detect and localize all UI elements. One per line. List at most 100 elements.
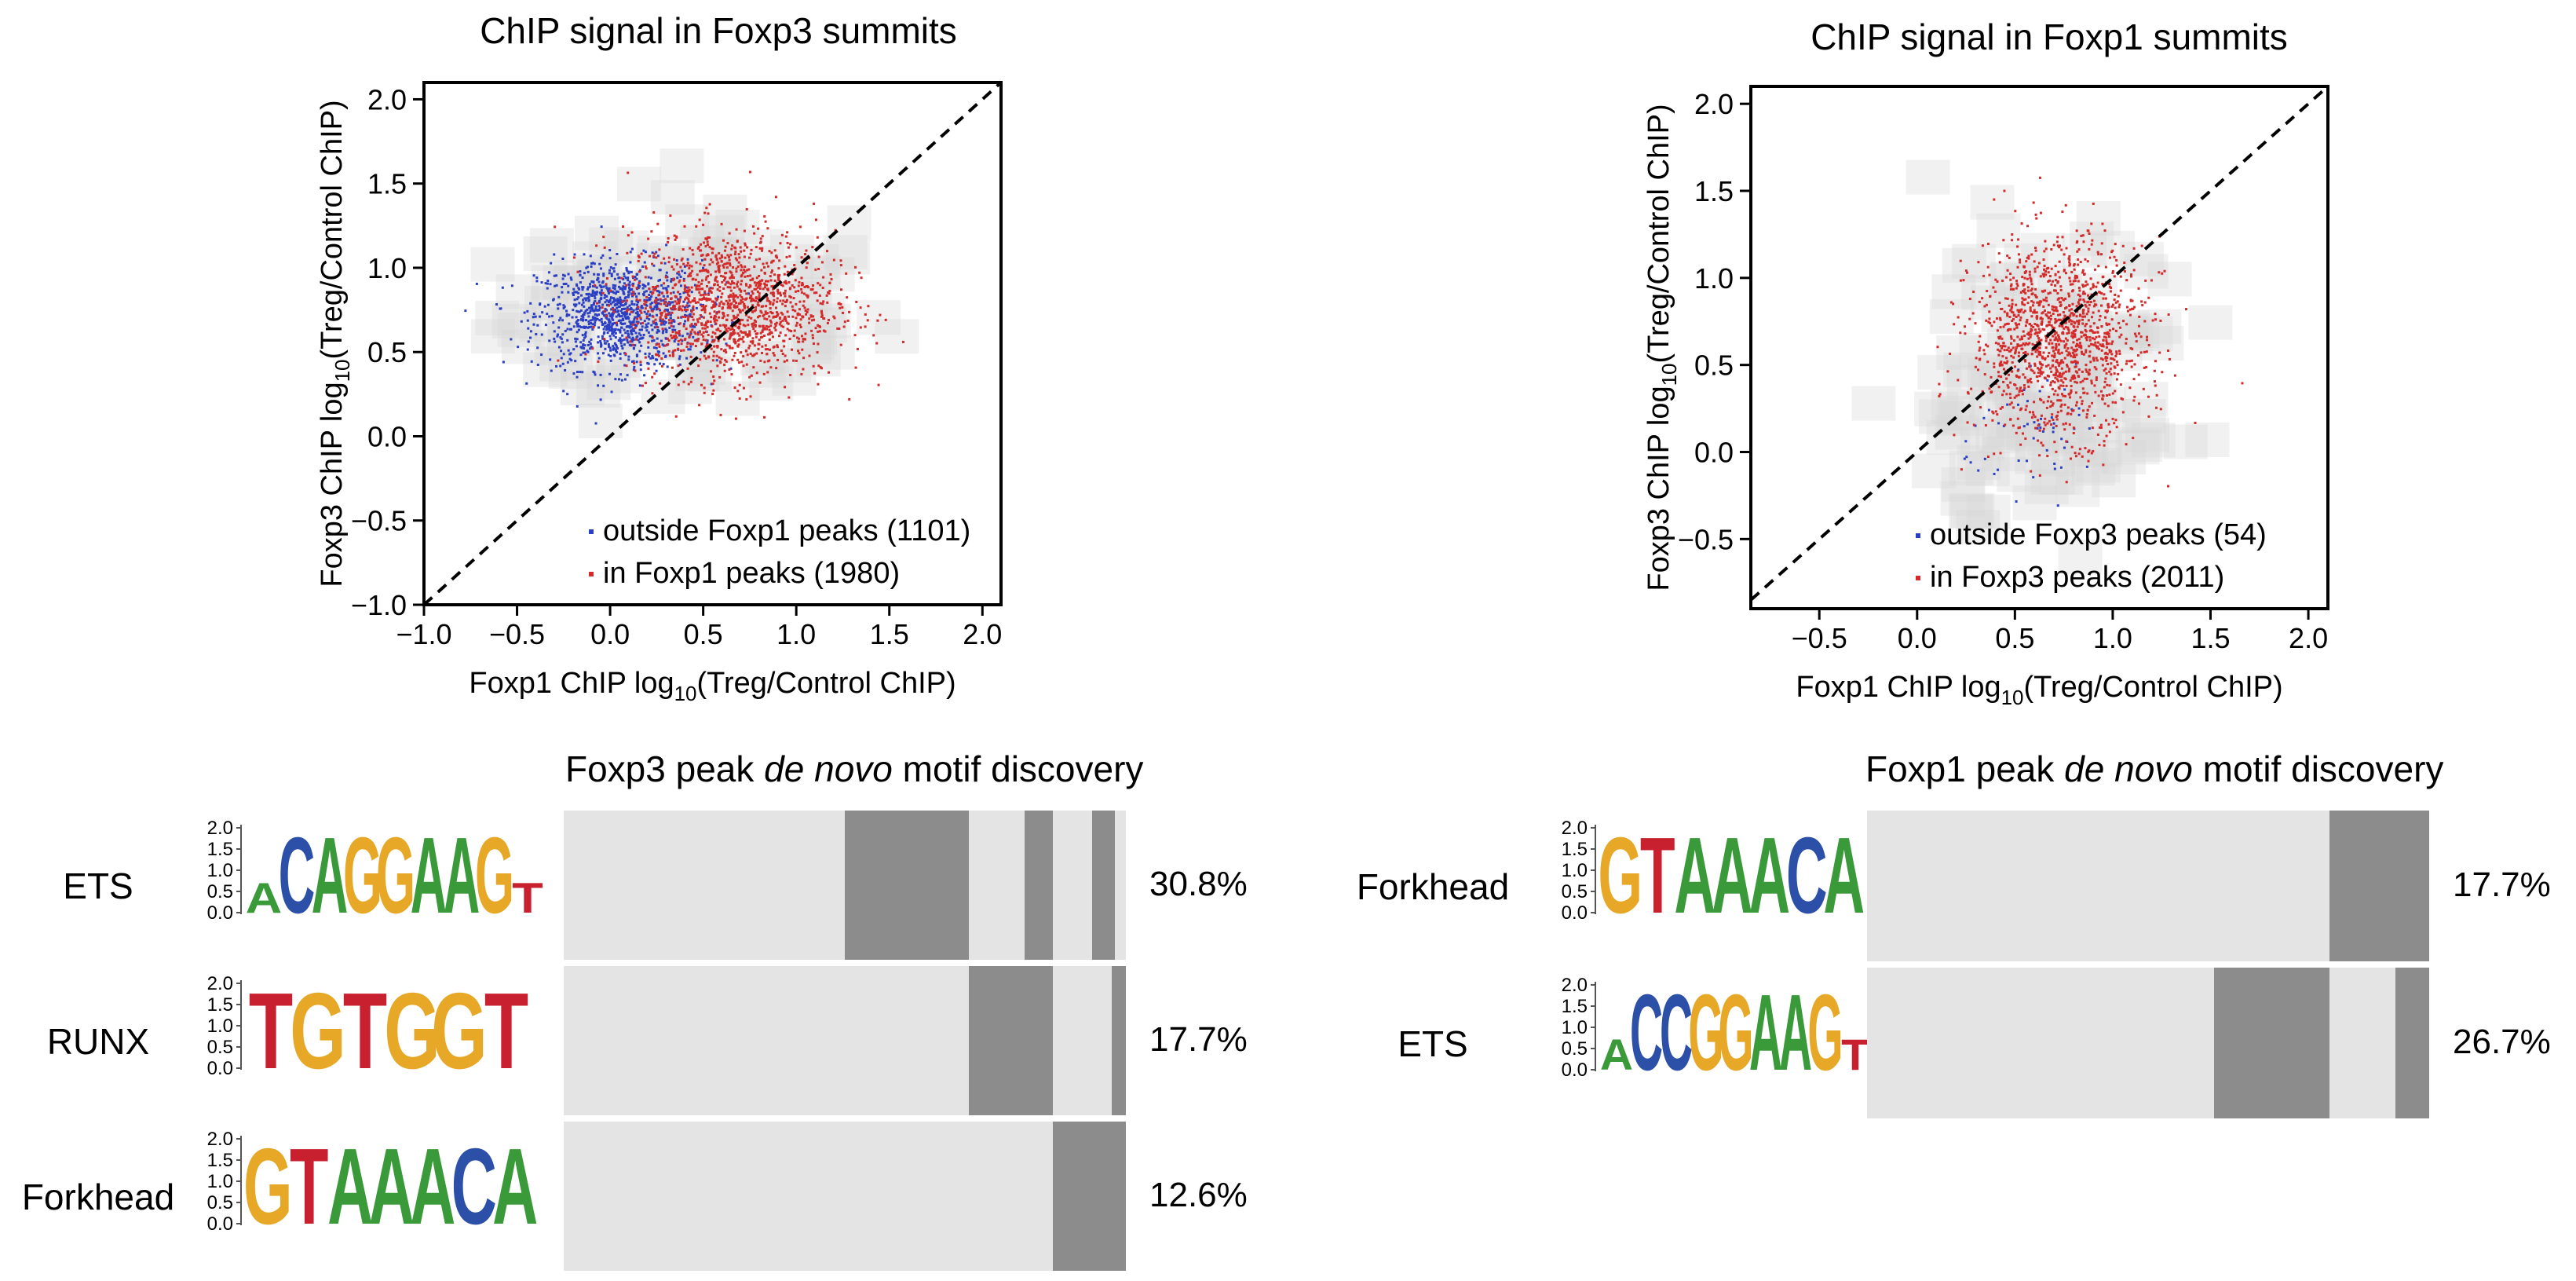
data-point	[701, 279, 704, 282]
data-point	[2008, 393, 2011, 396]
data-point	[2032, 201, 2035, 204]
data-point	[666, 276, 669, 279]
data-point	[2050, 400, 2053, 403]
data-point	[2103, 335, 2106, 339]
data-point	[579, 341, 583, 344]
data-point	[702, 296, 705, 299]
data-point	[710, 382, 713, 386]
data-point	[2061, 331, 2064, 334]
density-cell	[2056, 362, 2101, 397]
data-point	[733, 286, 736, 289]
legend-entry: in Foxp3 peaks (2011)	[1930, 561, 2224, 594]
data-point	[596, 309, 599, 312]
data-point	[692, 253, 695, 256]
data-point	[730, 247, 733, 251]
data-point	[2094, 390, 2097, 393]
data-point	[803, 253, 806, 256]
data-point	[2088, 405, 2091, 408]
data-point	[2096, 346, 2099, 350]
data-point	[696, 318, 699, 321]
data-point	[737, 327, 740, 330]
data-point	[772, 316, 775, 319]
data-point	[2028, 411, 2031, 414]
data-point	[653, 363, 656, 366]
data-point	[2024, 298, 2027, 301]
data-point	[1998, 350, 2001, 353]
data-point	[729, 254, 733, 257]
data-point	[826, 250, 829, 253]
density-cell	[531, 265, 575, 300]
data-point	[699, 269, 702, 273]
data-point	[729, 367, 733, 370]
data-point	[2057, 379, 2060, 382]
data-point	[523, 311, 526, 314]
data-point	[632, 368, 635, 371]
data-point	[769, 275, 772, 278]
data-point	[2048, 351, 2051, 354]
data-point	[718, 252, 721, 255]
data-point	[652, 291, 655, 295]
data-point	[1984, 424, 1987, 427]
data-point	[1997, 422, 2001, 425]
x-tick-label: −1.0	[396, 618, 451, 650]
data-point	[797, 312, 800, 315]
data-point	[547, 271, 550, 274]
data-point	[2058, 324, 2061, 328]
data-point	[674, 308, 677, 311]
density-cell	[2039, 459, 2084, 495]
data-point	[608, 335, 612, 338]
data-point	[2047, 311, 2050, 314]
data-point	[2056, 244, 2059, 247]
data-point	[2070, 412, 2073, 415]
data-point	[802, 300, 806, 303]
data-point	[2069, 314, 2072, 317]
data-point	[579, 269, 582, 273]
data-point	[678, 323, 681, 326]
data-point	[754, 299, 757, 302]
data-point	[2059, 399, 2063, 402]
data-point	[1989, 321, 1992, 324]
data-point	[731, 358, 734, 361]
data-point	[2063, 446, 2066, 449]
data-point	[2033, 332, 2037, 335]
data-point	[711, 287, 714, 290]
title-part: Foxp1 peak	[1865, 748, 2065, 789]
data-point	[2030, 300, 2033, 303]
y-tick-label: −1.0	[351, 589, 407, 621]
data-point	[628, 313, 631, 316]
data-point	[1974, 365, 1977, 368]
data-point	[2056, 393, 2059, 397]
data-point	[639, 317, 642, 320]
data-point	[2074, 455, 2077, 458]
data-point	[2030, 353, 2033, 356]
data-point	[2143, 320, 2147, 323]
data-point	[713, 310, 716, 313]
data-point	[689, 315, 692, 318]
data-point	[752, 322, 755, 325]
data-point	[764, 220, 767, 223]
data-point	[1997, 348, 2000, 351]
data-point	[784, 317, 787, 320]
data-point	[520, 320, 523, 323]
data-point	[2017, 393, 2020, 397]
data-point	[2037, 353, 2041, 356]
data-point	[713, 283, 716, 286]
data-point	[2091, 426, 2094, 430]
data-point	[2021, 432, 2024, 435]
data-point	[572, 303, 575, 306]
data-point	[2029, 306, 2032, 309]
data-point	[2010, 370, 2013, 373]
data-point	[622, 278, 625, 281]
data-point	[596, 314, 599, 317]
data-point	[2067, 295, 2070, 298]
data-point	[791, 348, 794, 351]
data-point	[696, 333, 700, 336]
data-point	[2097, 253, 2100, 256]
data-point	[784, 305, 787, 308]
data-point	[707, 271, 710, 274]
data-point	[2086, 408, 2089, 412]
data-point	[765, 280, 768, 283]
density-cell	[689, 236, 734, 272]
data-point	[2015, 326, 2019, 329]
data-point	[663, 282, 666, 285]
